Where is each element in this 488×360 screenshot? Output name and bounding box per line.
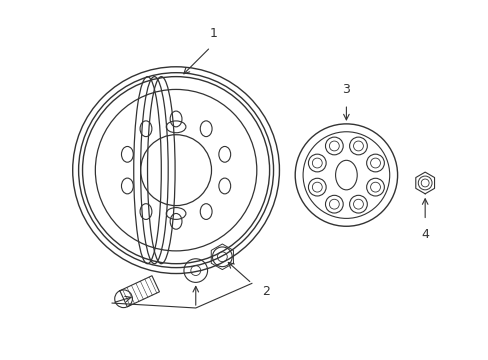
Text: 2: 2 <box>261 285 269 298</box>
Text: 4: 4 <box>420 228 428 241</box>
Text: 1: 1 <box>209 27 217 40</box>
Text: 3: 3 <box>342 83 349 96</box>
